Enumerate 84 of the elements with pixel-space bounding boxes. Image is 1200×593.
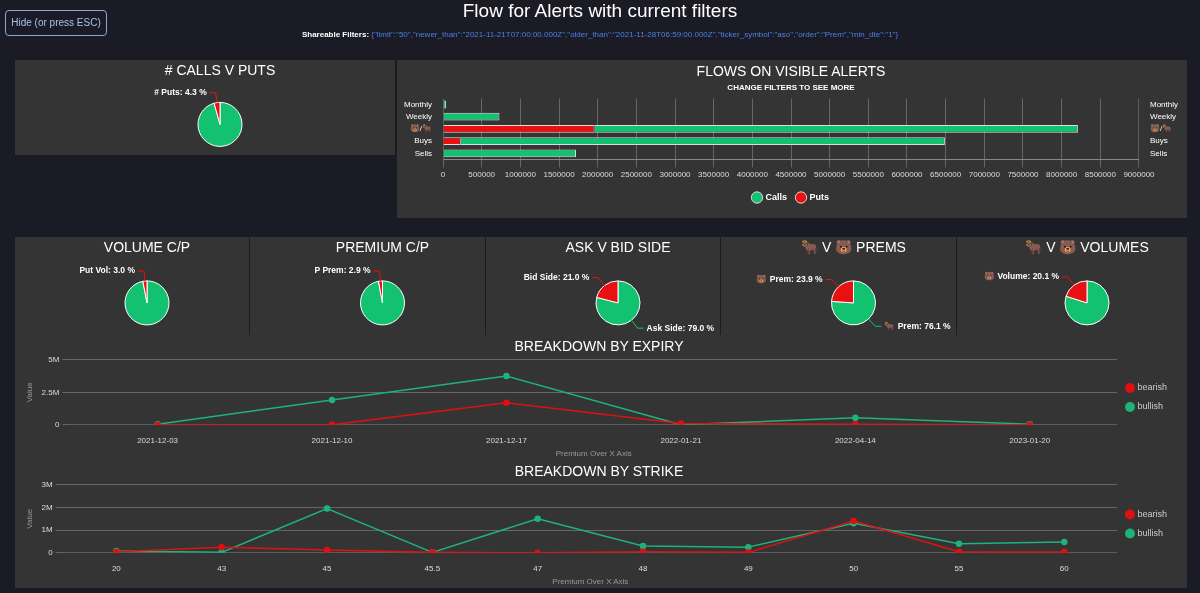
x-tick-label: 1500000 — [543, 170, 576, 180]
x-tick-label: 4000000 — [736, 170, 769, 180]
x-tick-label: 55 — [954, 563, 964, 573]
x-tick-label: 6000000 — [891, 170, 924, 180]
slice-label: 🐻 Volume: 20.1 % — [984, 271, 1060, 282]
text: Hide (or press ESC) — [5, 10, 107, 36]
x-tick-label: 47 — [533, 563, 543, 573]
x-tick-label: 8000000 — [1046, 170, 1078, 180]
x-tick-label: 0 — [440, 170, 446, 180]
legend-label: bearish — [1137, 382, 1168, 393]
x-tick-label: 20 — [111, 563, 122, 573]
category-label: Monthly — [404, 99, 433, 109]
x-tick-label: 3000000 — [659, 170, 692, 180]
x-tick-label: 1000000 — [504, 170, 537, 180]
x-tick-label: 7500000 — [1007, 170, 1040, 180]
x-tick-label: 6500000 — [930, 170, 962, 180]
x-tick-label: 2000000 — [582, 170, 614, 180]
category-label: Sells — [414, 148, 433, 158]
x-tick-label: 3500000 — [698, 170, 730, 180]
x-tick-label: 60 — [1059, 563, 1070, 573]
x-tick-label: 49 — [743, 563, 754, 573]
y-tick-label: 0 — [54, 420, 60, 429]
x-tick-label: 2021-12-10 — [311, 435, 354, 445]
x-tick-label: 2022-04-14 — [834, 435, 877, 445]
category-label: Buys — [414, 136, 433, 146]
y-tick-label: 🐻/🐂 — [1149, 123, 1173, 134]
legend-label: Puts — [809, 191, 830, 202]
y-tick-label: 5M — [48, 355, 60, 364]
slice-label: 🐻 Prem: 23.9 % — [756, 273, 824, 284]
chart-title: BREAKDOWN BY EXPIRY — [514, 338, 685, 355]
y-tick-label: Buys — [1149, 136, 1168, 146]
slice-label: Put Vol: 3.0 % — [79, 265, 136, 276]
x-tick-label: 2500000 — [620, 170, 653, 180]
x-tick-label: 9000000 — [1123, 170, 1156, 180]
slice-label: Ask Side: 79.0 % — [646, 322, 715, 333]
y-tick-label: 2.5M — [41, 387, 60, 397]
x-tick-label: 45.5 — [424, 563, 441, 573]
y-axis-title: Value — [25, 508, 34, 529]
x-tick-label: 5500000 — [852, 170, 885, 180]
chart-title: VOLUME C/P — [103, 239, 191, 256]
x-axis-title: Premium Over X Axis — [555, 449, 632, 459]
x-tick-label: 45 — [322, 563, 333, 573]
x-tick-label: 500000 — [468, 170, 496, 180]
chart-title: 🐂 V 🐻 VOLUMES — [1025, 238, 1149, 257]
x-tick-label: 2022-01-21 — [660, 435, 702, 445]
slice-label: P Prem: 2.9 % — [314, 265, 372, 276]
y-tick-label: Monthly — [1149, 99, 1178, 109]
chart-title: BREAKDOWN BY STRIKE — [514, 463, 684, 480]
chart-title: PREMIUM C/P — [335, 239, 430, 256]
y-tick-label: Sells — [1149, 148, 1168, 158]
y-tick-label: 3M — [41, 480, 54, 489]
x-axis-title: Premium Over X Axis — [552, 577, 629, 587]
y-tick-label: 0 — [48, 548, 54, 557]
x-tick-label: 2021-12-03 — [137, 435, 179, 445]
x-tick-label: 4500000 — [775, 170, 808, 180]
chart-title: 🐂 V 🐻 PREMS — [801, 238, 906, 257]
x-tick-label: 48 — [638, 563, 649, 573]
legend-label: bullish — [1137, 401, 1163, 412]
chart-title: FLOWS ON VISIBLE ALERTS — [696, 63, 886, 80]
x-tick-label: 2023-01-20 — [1009, 435, 1051, 445]
chart-title: # CALLS V PUTS — [164, 62, 276, 79]
x-tick-label: 2021-12-17 — [486, 435, 528, 445]
text: Shareable Filters: — [301, 30, 370, 39]
x-tick-label: 43 — [217, 563, 227, 573]
legend-label: bullish — [1137, 527, 1163, 538]
x-tick-label: 8500000 — [1084, 170, 1117, 180]
y-axis-title: Value — [25, 381, 34, 403]
chart-title: ASK V BID SIDE — [565, 239, 671, 256]
category-label: 🐻/🐂 — [409, 124, 433, 134]
text: Flow for Alerts with current filters — [462, 0, 738, 21]
x-tick-label: 5000000 — [814, 170, 846, 180]
slice-label: 🐂 Prem: 76.1 % — [884, 320, 952, 331]
y-tick-label: 1M — [41, 525, 54, 535]
y-tick-label: Weekly — [1149, 111, 1177, 121]
chart-subtitle: CHANGE FILTERS TO SEE MORE — [727, 82, 856, 92]
x-tick-label: 7000000 — [968, 170, 1001, 180]
category-label: Weekly — [405, 111, 433, 121]
x-tick-label: 50 — [849, 563, 859, 573]
slice-label: Bid Side: 21.0 % — [523, 271, 590, 282]
legend-label: Calls — [765, 191, 788, 202]
y-tick-label: 2M — [41, 502, 54, 512]
legend-label: bearish — [1137, 508, 1168, 519]
text: {"limit":"50","newer_than":"2021-11-21T07:00:00.000Z","older_than":"2021-11-28T06:59:00.000Z","ticker_symbol":"aso","order":"Prem","min_dte":"1"} — [371, 30, 899, 39]
slice-label: # Puts: 4.3 % — [154, 87, 208, 98]
